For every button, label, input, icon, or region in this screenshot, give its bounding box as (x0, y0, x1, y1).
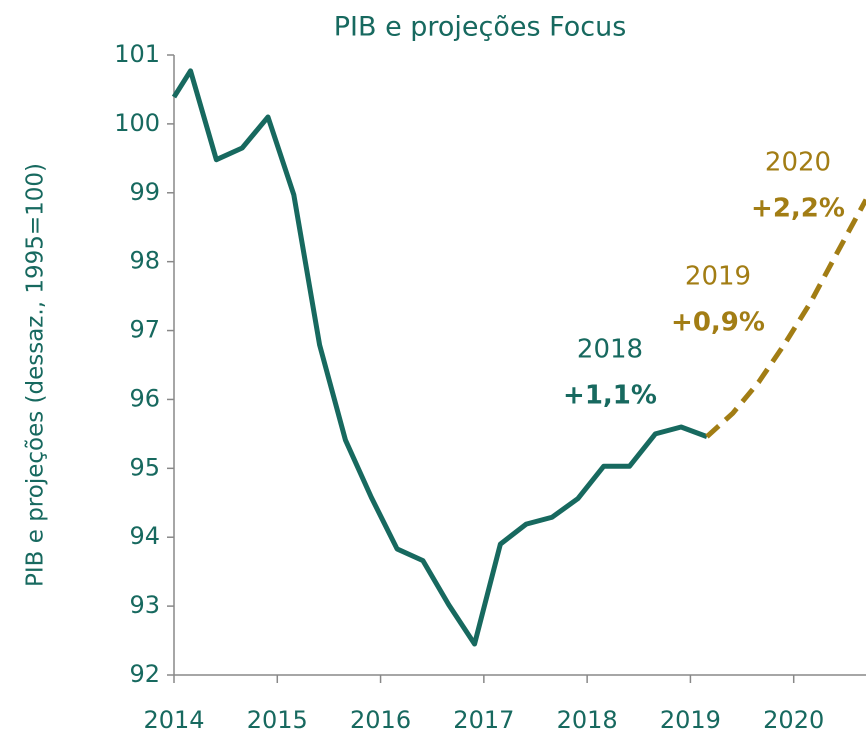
annotation-year: 2019 (685, 262, 751, 292)
y-tick-label: 93 (129, 591, 160, 619)
y-tick-label: 94 (129, 522, 160, 550)
line-series (705, 198, 866, 439)
y-tick-label: 96 (129, 384, 160, 412)
annotation-year: 2018 (577, 335, 643, 365)
x-tick-label: 2016 (350, 706, 411, 734)
y-tick-label: 98 (129, 247, 160, 275)
x-tick-label: 2014 (143, 706, 204, 734)
y-tick-label: 92 (129, 660, 160, 688)
x-tick-label: 2020 (763, 706, 824, 734)
y-tick-label: 101 (114, 40, 160, 68)
annotation-growth: +0,9% (671, 308, 765, 338)
x-tick-label: 2015 (247, 706, 308, 734)
line-series (171, 68, 708, 647)
x-tick-label: 2017 (453, 706, 514, 734)
y-tick-label: 100 (114, 109, 160, 137)
annotation-year: 2020 (765, 148, 831, 178)
annotation-growth: +1,1% (563, 381, 657, 411)
y-tick-label: 99 (129, 178, 160, 206)
y-axis-label: PIB e projeções (dessaz., 1995=100) (23, 163, 49, 587)
x-tick-label: 2018 (557, 706, 618, 734)
chart-title: PIB e projeções Focus (334, 12, 627, 43)
x-tick-label: 2019 (660, 706, 721, 734)
y-tick-label: 97 (129, 316, 160, 344)
y-tick-label: 95 (129, 453, 160, 481)
annotation-growth: +2,2% (751, 194, 845, 224)
